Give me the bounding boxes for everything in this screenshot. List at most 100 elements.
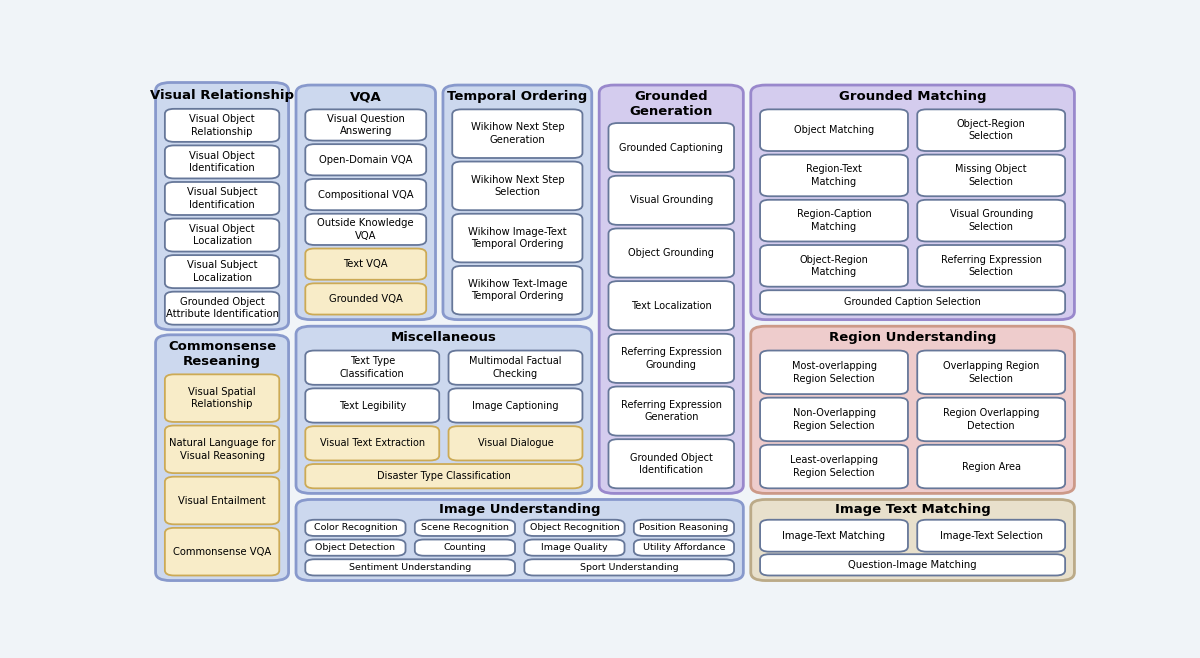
- Text: VQA: VQA: [350, 90, 382, 103]
- Text: Grounded Caption Selection: Grounded Caption Selection: [844, 297, 982, 307]
- Text: Region-Caption
Matching: Region-Caption Matching: [797, 209, 871, 232]
- Text: Referring Expression
Selection: Referring Expression Selection: [941, 255, 1042, 277]
- FancyBboxPatch shape: [305, 179, 426, 210]
- FancyBboxPatch shape: [449, 388, 582, 422]
- Text: Referring Expression
Generation: Referring Expression Generation: [620, 400, 721, 422]
- Text: Overlapping Region
Selection: Overlapping Region Selection: [943, 361, 1039, 384]
- Text: Visual Spatial
Relationship: Visual Spatial Relationship: [188, 387, 256, 409]
- FancyBboxPatch shape: [164, 528, 280, 576]
- FancyBboxPatch shape: [296, 326, 592, 494]
- FancyBboxPatch shape: [449, 351, 582, 385]
- FancyBboxPatch shape: [164, 291, 280, 324]
- FancyBboxPatch shape: [305, 284, 426, 315]
- Text: Image-Text Selection: Image-Text Selection: [940, 531, 1043, 541]
- FancyBboxPatch shape: [524, 559, 734, 576]
- Text: Grounded VQA: Grounded VQA: [329, 294, 403, 304]
- FancyBboxPatch shape: [296, 85, 436, 320]
- FancyBboxPatch shape: [760, 554, 1066, 576]
- FancyBboxPatch shape: [751, 85, 1074, 320]
- FancyBboxPatch shape: [917, 445, 1066, 488]
- FancyBboxPatch shape: [599, 85, 743, 494]
- FancyBboxPatch shape: [760, 290, 1066, 315]
- FancyBboxPatch shape: [164, 255, 280, 288]
- Text: Visual Subject
Localization: Visual Subject Localization: [187, 261, 257, 283]
- FancyBboxPatch shape: [305, 351, 439, 385]
- Text: Grounded Object
Attribute Identification: Grounded Object Attribute Identification: [166, 297, 278, 319]
- Text: Visual Object
Relationship: Visual Object Relationship: [190, 114, 254, 137]
- FancyBboxPatch shape: [751, 499, 1074, 580]
- Text: Wikihow Text-Image
Temporal Ordering: Wikihow Text-Image Temporal Ordering: [468, 279, 568, 301]
- FancyBboxPatch shape: [305, 540, 406, 556]
- FancyBboxPatch shape: [305, 144, 426, 176]
- Text: Object-Region
Selection: Object-Region Selection: [956, 119, 1026, 141]
- FancyBboxPatch shape: [917, 397, 1066, 442]
- Text: Open-Domain VQA: Open-Domain VQA: [319, 155, 413, 164]
- Text: Image Text Matching: Image Text Matching: [835, 503, 990, 516]
- FancyBboxPatch shape: [305, 214, 426, 245]
- Text: Utility Affordance: Utility Affordance: [643, 543, 725, 552]
- FancyBboxPatch shape: [452, 109, 582, 158]
- Text: Referring Expression
Grounding: Referring Expression Grounding: [620, 347, 721, 370]
- Text: Commonsense
Reseaning: Commonsense Reseaning: [168, 340, 276, 368]
- FancyBboxPatch shape: [608, 281, 734, 330]
- Text: Sport Understanding: Sport Understanding: [580, 563, 678, 572]
- Text: Missing Object
Selection: Missing Object Selection: [955, 164, 1027, 187]
- FancyBboxPatch shape: [524, 520, 624, 536]
- FancyBboxPatch shape: [608, 439, 734, 488]
- Text: Compositional VQA: Compositional VQA: [318, 190, 414, 199]
- FancyBboxPatch shape: [164, 426, 280, 473]
- FancyBboxPatch shape: [760, 200, 908, 241]
- Text: Grounded
Generation: Grounded Generation: [630, 90, 713, 118]
- FancyBboxPatch shape: [305, 109, 426, 141]
- FancyBboxPatch shape: [443, 85, 592, 320]
- Text: Object-Region
Matching: Object-Region Matching: [799, 255, 869, 277]
- FancyBboxPatch shape: [634, 540, 734, 556]
- FancyBboxPatch shape: [634, 520, 734, 536]
- FancyBboxPatch shape: [760, 445, 908, 488]
- Text: Visual Object
Localization: Visual Object Localization: [190, 224, 254, 246]
- FancyBboxPatch shape: [608, 334, 734, 383]
- FancyBboxPatch shape: [608, 176, 734, 225]
- FancyBboxPatch shape: [156, 82, 288, 330]
- Text: Object Detection: Object Detection: [316, 543, 396, 552]
- Text: Visual Dialogue: Visual Dialogue: [478, 438, 553, 448]
- FancyBboxPatch shape: [296, 499, 743, 580]
- FancyBboxPatch shape: [156, 335, 288, 580]
- Text: Image Quality: Image Quality: [541, 543, 607, 552]
- Text: Visual Object
Identification: Visual Object Identification: [190, 151, 254, 173]
- Text: Visual Text Extraction: Visual Text Extraction: [319, 438, 425, 448]
- Text: Visual Entailment: Visual Entailment: [179, 495, 266, 505]
- FancyBboxPatch shape: [164, 476, 280, 524]
- Text: Grounded Captioning: Grounded Captioning: [619, 143, 724, 153]
- FancyBboxPatch shape: [164, 218, 280, 251]
- FancyBboxPatch shape: [917, 520, 1066, 551]
- FancyBboxPatch shape: [917, 109, 1066, 151]
- Text: Text Localization: Text Localization: [631, 301, 712, 311]
- FancyBboxPatch shape: [760, 397, 908, 442]
- Text: Visual Question
Answering: Visual Question Answering: [326, 114, 404, 136]
- Text: Wikihow Next Step
Selection: Wikihow Next Step Selection: [470, 174, 564, 197]
- FancyBboxPatch shape: [760, 155, 908, 196]
- Text: Object Recognition: Object Recognition: [529, 523, 619, 532]
- Text: Visual Grounding: Visual Grounding: [630, 195, 713, 205]
- FancyBboxPatch shape: [760, 351, 908, 394]
- FancyBboxPatch shape: [608, 386, 734, 436]
- FancyBboxPatch shape: [452, 266, 582, 315]
- FancyBboxPatch shape: [452, 162, 582, 210]
- FancyBboxPatch shape: [164, 374, 280, 422]
- FancyBboxPatch shape: [415, 520, 515, 536]
- Text: Wikihow Next Step
Generation: Wikihow Next Step Generation: [470, 122, 564, 145]
- Text: Image Captioning: Image Captioning: [473, 401, 559, 411]
- Text: Counting: Counting: [444, 543, 486, 552]
- Text: Grounded Matching: Grounded Matching: [839, 90, 986, 103]
- Text: Color Recognition: Color Recognition: [313, 523, 397, 532]
- Text: Grounded Object
Identification: Grounded Object Identification: [630, 453, 713, 475]
- Text: Scene Recognition: Scene Recognition: [421, 523, 509, 532]
- Text: Region-Text
Matching: Region-Text Matching: [806, 164, 862, 187]
- FancyBboxPatch shape: [760, 520, 908, 551]
- Text: Position Reasoning: Position Reasoning: [640, 523, 728, 532]
- FancyBboxPatch shape: [305, 426, 439, 461]
- Text: Object Grounding: Object Grounding: [629, 248, 714, 258]
- Text: Commonsense VQA: Commonsense VQA: [173, 547, 271, 557]
- FancyBboxPatch shape: [917, 351, 1066, 394]
